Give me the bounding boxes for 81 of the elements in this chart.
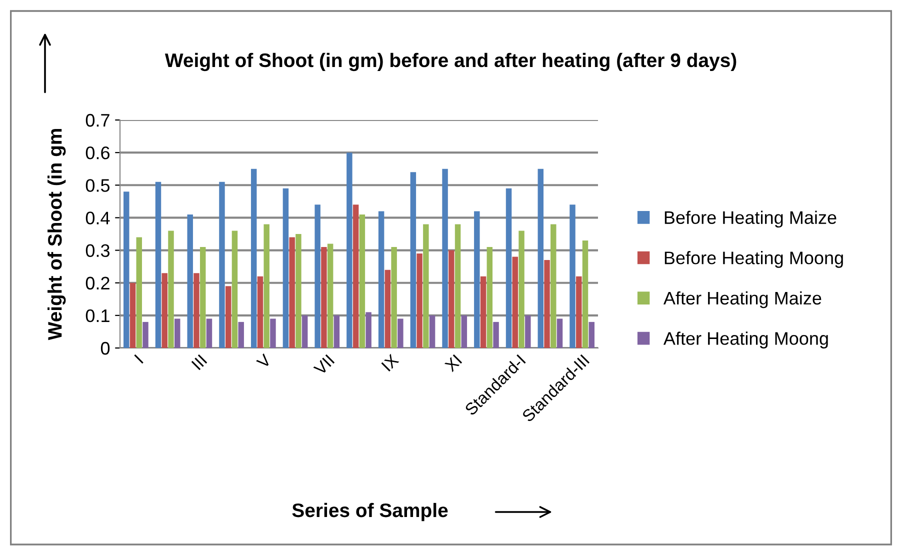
bar [429,315,436,348]
x-tick-label: VII [313,354,335,376]
x-tick-label: III [191,354,208,370]
chart-title: Weight of Shoot (in gm) before and after heating (after 9 days) [164,52,736,72]
bar [136,237,142,348]
bar [506,188,512,348]
bar [416,254,422,348]
bar [544,260,550,348]
x-axis-title: Series of Sample [292,502,448,522]
bar [219,182,225,348]
bar [296,234,302,348]
bar [423,224,429,348]
bar [366,312,372,348]
bar [570,204,576,348]
bar [378,211,384,348]
bar [538,168,544,348]
bar [359,214,366,348]
bar [225,286,232,348]
bar [352,204,359,348]
bar [442,168,448,348]
bar [124,192,130,348]
bar [550,224,556,348]
bar [232,230,238,348]
bar [270,318,276,348]
bar [480,276,486,348]
bar [576,276,582,348]
bar [155,182,162,348]
y-tick-label: 0.1 [86,309,110,322]
bar [493,322,499,348]
bar [486,247,493,348]
x-tick-label: V [256,353,272,370]
x-tick-label: IX [381,354,400,372]
bar [334,315,340,348]
bar [194,273,200,348]
bar [289,237,295,348]
y-tick-label: 0.2 [86,276,110,290]
bar [525,315,531,348]
bar [282,188,289,348]
bar [327,244,334,348]
bar [474,211,480,348]
bar [461,315,468,348]
bar [130,282,136,348]
bar [321,247,327,348]
y-tick-label: 0.4 [86,212,110,224]
x-tick-label: I [134,354,144,364]
bar [238,322,244,348]
y-tick-label: 0.6 [86,146,110,160]
bar [448,250,454,348]
bar [250,168,257,348]
legend-label: After Heating Moong [663,332,828,348]
legend-label: After Heating Maize [663,291,822,308]
bar [200,247,206,348]
bar [174,318,180,348]
y-axis-title: Weight of Shoot (in gm [48,128,66,340]
bar [257,276,264,348]
y-tick-label: 0.5 [86,179,110,192]
bar [410,172,416,348]
bar [512,256,518,348]
bar [391,247,397,348]
bar [264,224,270,348]
y-tick-label: 0.7 [86,114,110,127]
x-tick-label: XI [444,354,462,372]
bar [187,214,193,348]
bar [346,152,352,348]
bar [588,322,594,348]
bar [302,315,308,348]
bar [582,240,588,348]
bar [398,318,404,348]
bar [142,322,148,348]
bar [454,224,461,348]
bar [162,273,168,348]
bar [314,204,320,348]
bar [384,270,391,348]
bar [556,318,563,348]
y-tick-label: 0 [100,342,110,355]
legend-label: Before Heating Maize [664,210,836,228]
y-tick-label: 0.3 [86,244,110,258]
bar [206,318,212,348]
bar [168,230,174,348]
legend-label: Before Heating Moong [664,251,843,268]
bar [518,230,524,348]
